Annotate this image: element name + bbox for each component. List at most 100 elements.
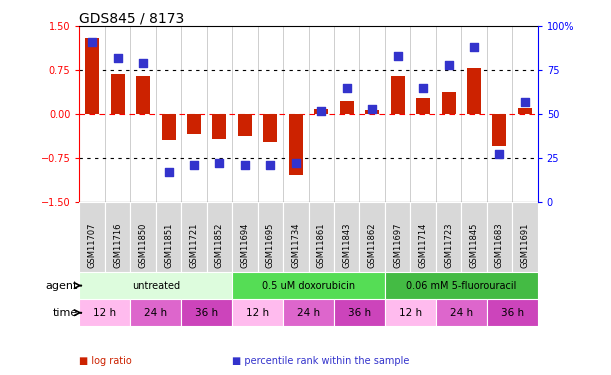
Bar	[467, 68, 481, 114]
Text: GSM11714: GSM11714	[419, 223, 428, 268]
Text: 24 h: 24 h	[297, 308, 320, 318]
Bar	[156, 202, 181, 272]
Text: 0.06 mM 5-fluorouracil: 0.06 mM 5-fluorouracil	[406, 280, 516, 291]
Point	[164, 169, 174, 175]
Bar	[289, 114, 303, 176]
Point	[214, 160, 224, 166]
Text: 24 h: 24 h	[144, 308, 167, 318]
Text: GDS845 / 8173: GDS845 / 8173	[79, 11, 185, 25]
Bar	[283, 299, 334, 326]
Text: GSM11683: GSM11683	[495, 223, 504, 268]
Bar	[213, 114, 227, 139]
Bar	[385, 272, 538, 299]
Bar	[492, 114, 507, 146]
Text: GSM11851: GSM11851	[164, 223, 173, 268]
Bar	[130, 299, 181, 326]
Bar	[416, 98, 430, 114]
Text: GSM11862: GSM11862	[368, 223, 377, 268]
Bar	[487, 299, 538, 326]
Bar	[334, 202, 359, 272]
Text: 12 h: 12 h	[246, 308, 269, 318]
Point	[291, 160, 301, 166]
Point	[393, 53, 403, 59]
Text: agent: agent	[46, 280, 78, 291]
Text: GSM11723: GSM11723	[444, 223, 453, 268]
Bar	[263, 114, 277, 142]
Text: time: time	[53, 308, 78, 318]
Text: 12 h: 12 h	[93, 308, 117, 318]
Text: GSM11707: GSM11707	[87, 223, 97, 268]
Bar	[487, 202, 512, 272]
Text: GSM11716: GSM11716	[113, 223, 122, 268]
Bar	[385, 299, 436, 326]
Point	[469, 44, 479, 50]
Point	[189, 162, 199, 168]
Bar	[111, 74, 125, 114]
Bar	[436, 299, 487, 326]
Point	[520, 99, 530, 105]
Bar	[232, 299, 283, 326]
Text: 36 h: 36 h	[348, 308, 371, 318]
Bar	[79, 272, 232, 299]
Bar	[238, 114, 252, 136]
Point	[342, 85, 351, 91]
Text: GSM11691: GSM11691	[521, 223, 530, 268]
Text: 0.5 uM doxorubicin: 0.5 uM doxorubicin	[262, 280, 355, 291]
Bar	[359, 202, 385, 272]
Bar	[181, 299, 232, 326]
Point	[367, 106, 377, 112]
Text: 36 h: 36 h	[195, 308, 218, 318]
Text: ■ percentile rank within the sample: ■ percentile rank within the sample	[232, 356, 409, 366]
Bar	[314, 110, 328, 114]
Bar	[436, 202, 461, 272]
Text: GSM11845: GSM11845	[469, 223, 478, 268]
Bar	[283, 202, 309, 272]
Bar	[390, 76, 404, 114]
Bar	[461, 202, 487, 272]
Point	[495, 152, 505, 157]
Bar	[340, 101, 354, 114]
Bar	[207, 202, 232, 272]
Bar	[85, 38, 99, 114]
Text: ■ log ratio: ■ log ratio	[79, 356, 132, 366]
Bar	[136, 76, 150, 114]
Bar	[512, 202, 538, 272]
Point	[316, 108, 326, 114]
Bar	[258, 202, 283, 272]
Bar	[79, 202, 105, 272]
Text: 12 h: 12 h	[399, 308, 422, 318]
Bar	[385, 202, 411, 272]
Bar	[411, 202, 436, 272]
Bar	[187, 114, 201, 135]
Text: GSM11850: GSM11850	[139, 223, 148, 268]
Bar	[161, 114, 175, 140]
Text: GSM11694: GSM11694	[240, 223, 249, 268]
Text: untreated: untreated	[132, 280, 180, 291]
Point	[87, 39, 97, 45]
Point	[444, 62, 453, 68]
Point	[138, 60, 148, 66]
Bar	[105, 202, 130, 272]
Bar	[309, 202, 334, 272]
Bar	[232, 272, 385, 299]
Bar	[130, 202, 156, 272]
Text: GSM11734: GSM11734	[291, 223, 301, 268]
Point	[112, 55, 122, 61]
Bar	[181, 202, 207, 272]
Bar	[518, 108, 532, 114]
Bar	[79, 299, 130, 326]
Bar	[232, 202, 258, 272]
Bar	[334, 299, 385, 326]
Text: GSM11697: GSM11697	[393, 223, 402, 268]
Text: GSM11852: GSM11852	[215, 223, 224, 268]
Point	[240, 162, 250, 168]
Bar	[442, 92, 456, 114]
Text: GSM11861: GSM11861	[316, 223, 326, 268]
Text: GSM11843: GSM11843	[342, 223, 351, 268]
Text: GSM11695: GSM11695	[266, 223, 275, 268]
Point	[265, 162, 275, 168]
Text: 36 h: 36 h	[500, 308, 524, 318]
Bar	[365, 110, 379, 114]
Text: GSM11721: GSM11721	[189, 223, 199, 268]
Point	[418, 85, 428, 91]
